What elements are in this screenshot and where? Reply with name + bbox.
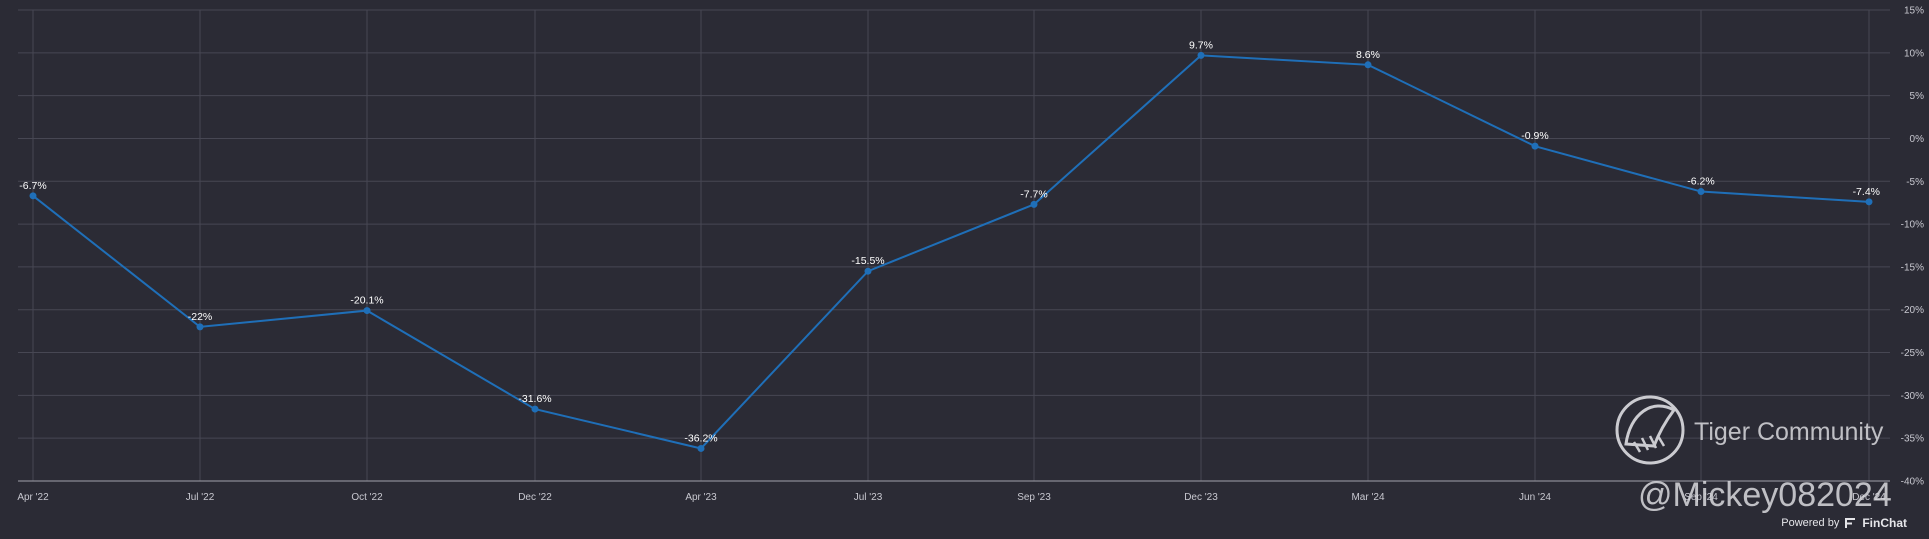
- y-axis-tick-labels: 15% 10% 5% 0% -5% -10% -15% -20% -25% -30% -35% -40…: [1901, 6, 1924, 488]
- data-point[interactable]: [1030, 200, 1038, 208]
- x-tick-label: Dec '23: [1184, 492, 1218, 503]
- data-point[interactable]: [29, 192, 37, 200]
- x-tick-label: Apr '23: [685, 492, 717, 503]
- watermark-handle-text: @Mickey082024: [1638, 476, 1892, 514]
- y-tick-label: -20%: [1901, 305, 1924, 316]
- powered-by-label: Powered by: [1781, 517, 1840, 529]
- powered-by-footer: Powered by FinChat: [1781, 516, 1907, 530]
- x-tick-label: Dec '22: [518, 492, 552, 503]
- tiger-community-watermark: Tiger Community @Mickey082024: [1615, 395, 1892, 514]
- data-point[interactable]: [864, 267, 872, 275]
- data-label: -15.5%: [851, 255, 884, 267]
- data-label: -22%: [188, 311, 213, 323]
- data-point[interactable]: [1697, 188, 1705, 196]
- data-label: -20.1%: [350, 295, 383, 307]
- data-label: -6.2%: [1687, 176, 1714, 188]
- x-tick-label: Jul '22: [186, 492, 215, 503]
- y-tick-label: -35%: [1901, 434, 1924, 445]
- data-label: -36.2%: [684, 432, 717, 444]
- data-point[interactable]: [1865, 198, 1873, 206]
- finchat-brand[interactable]: FinChat: [1862, 516, 1907, 530]
- y-tick-label: 10%: [1904, 48, 1924, 59]
- y-tick-label: 0%: [1910, 134, 1925, 145]
- data-points: [29, 51, 1873, 452]
- data-labels: -6.7% -22% -20.1% -31.6% -36.2% -15.5% -7.7% 9.…: [19, 39, 1880, 444]
- data-point[interactable]: [363, 307, 371, 315]
- x-tick-label: Dec '24: [1852, 492, 1886, 503]
- x-tick-label: Mar '24: [1351, 492, 1384, 503]
- data-label: -7.7%: [1020, 188, 1047, 200]
- data-point[interactable]: [1197, 51, 1205, 59]
- x-tick-label: Oct '22: [351, 492, 383, 503]
- data-point[interactable]: [531, 405, 539, 413]
- y-tick-label: -10%: [1901, 220, 1924, 231]
- data-label: 8.6%: [1356, 49, 1380, 61]
- data-point[interactable]: [1531, 142, 1539, 150]
- y-tick-label: -30%: [1901, 391, 1924, 402]
- x-tick-label: Jul '23: [854, 492, 883, 503]
- y-tick-label: -15%: [1901, 262, 1924, 273]
- x-tick-label: Sep '23: [1017, 492, 1051, 503]
- y-tick-label: -40%: [1901, 477, 1924, 488]
- y-tick-label: 15%: [1904, 6, 1924, 17]
- watermark-community-text: Tiger Community: [1694, 418, 1884, 446]
- data-label: 9.7%: [1189, 39, 1213, 51]
- data-point[interactable]: [196, 323, 204, 331]
- data-label: -0.9%: [1521, 130, 1548, 142]
- data-label: -31.6%: [518, 393, 551, 405]
- y-tick-label: -25%: [1901, 348, 1924, 359]
- x-axis-tick-labels: Apr '22 Jul '22 Oct '22 Dec '22 Apr '23 Jul '…: [17, 492, 1886, 503]
- finchat-icon: [1845, 518, 1856, 528]
- y-tick-label: -5%: [1906, 177, 1924, 188]
- data-point[interactable]: [1364, 61, 1372, 69]
- data-label: -6.7%: [19, 180, 46, 192]
- horizontal-gridlines: [18, 9, 1890, 439]
- y-tick-label: 5%: [1910, 91, 1925, 102]
- data-label: -7.4%: [1853, 186, 1880, 198]
- x-tick-label: Sep '24: [1684, 492, 1718, 503]
- x-tick-label: Apr '22: [17, 492, 49, 503]
- tiger-logo-icon: [1615, 395, 1685, 465]
- x-tick-label: Jun '24: [1519, 492, 1551, 503]
- vertical-gridlines: [32, 10, 1870, 481]
- data-point[interactable]: [697, 444, 705, 452]
- series-line: [32, 54, 1870, 450]
